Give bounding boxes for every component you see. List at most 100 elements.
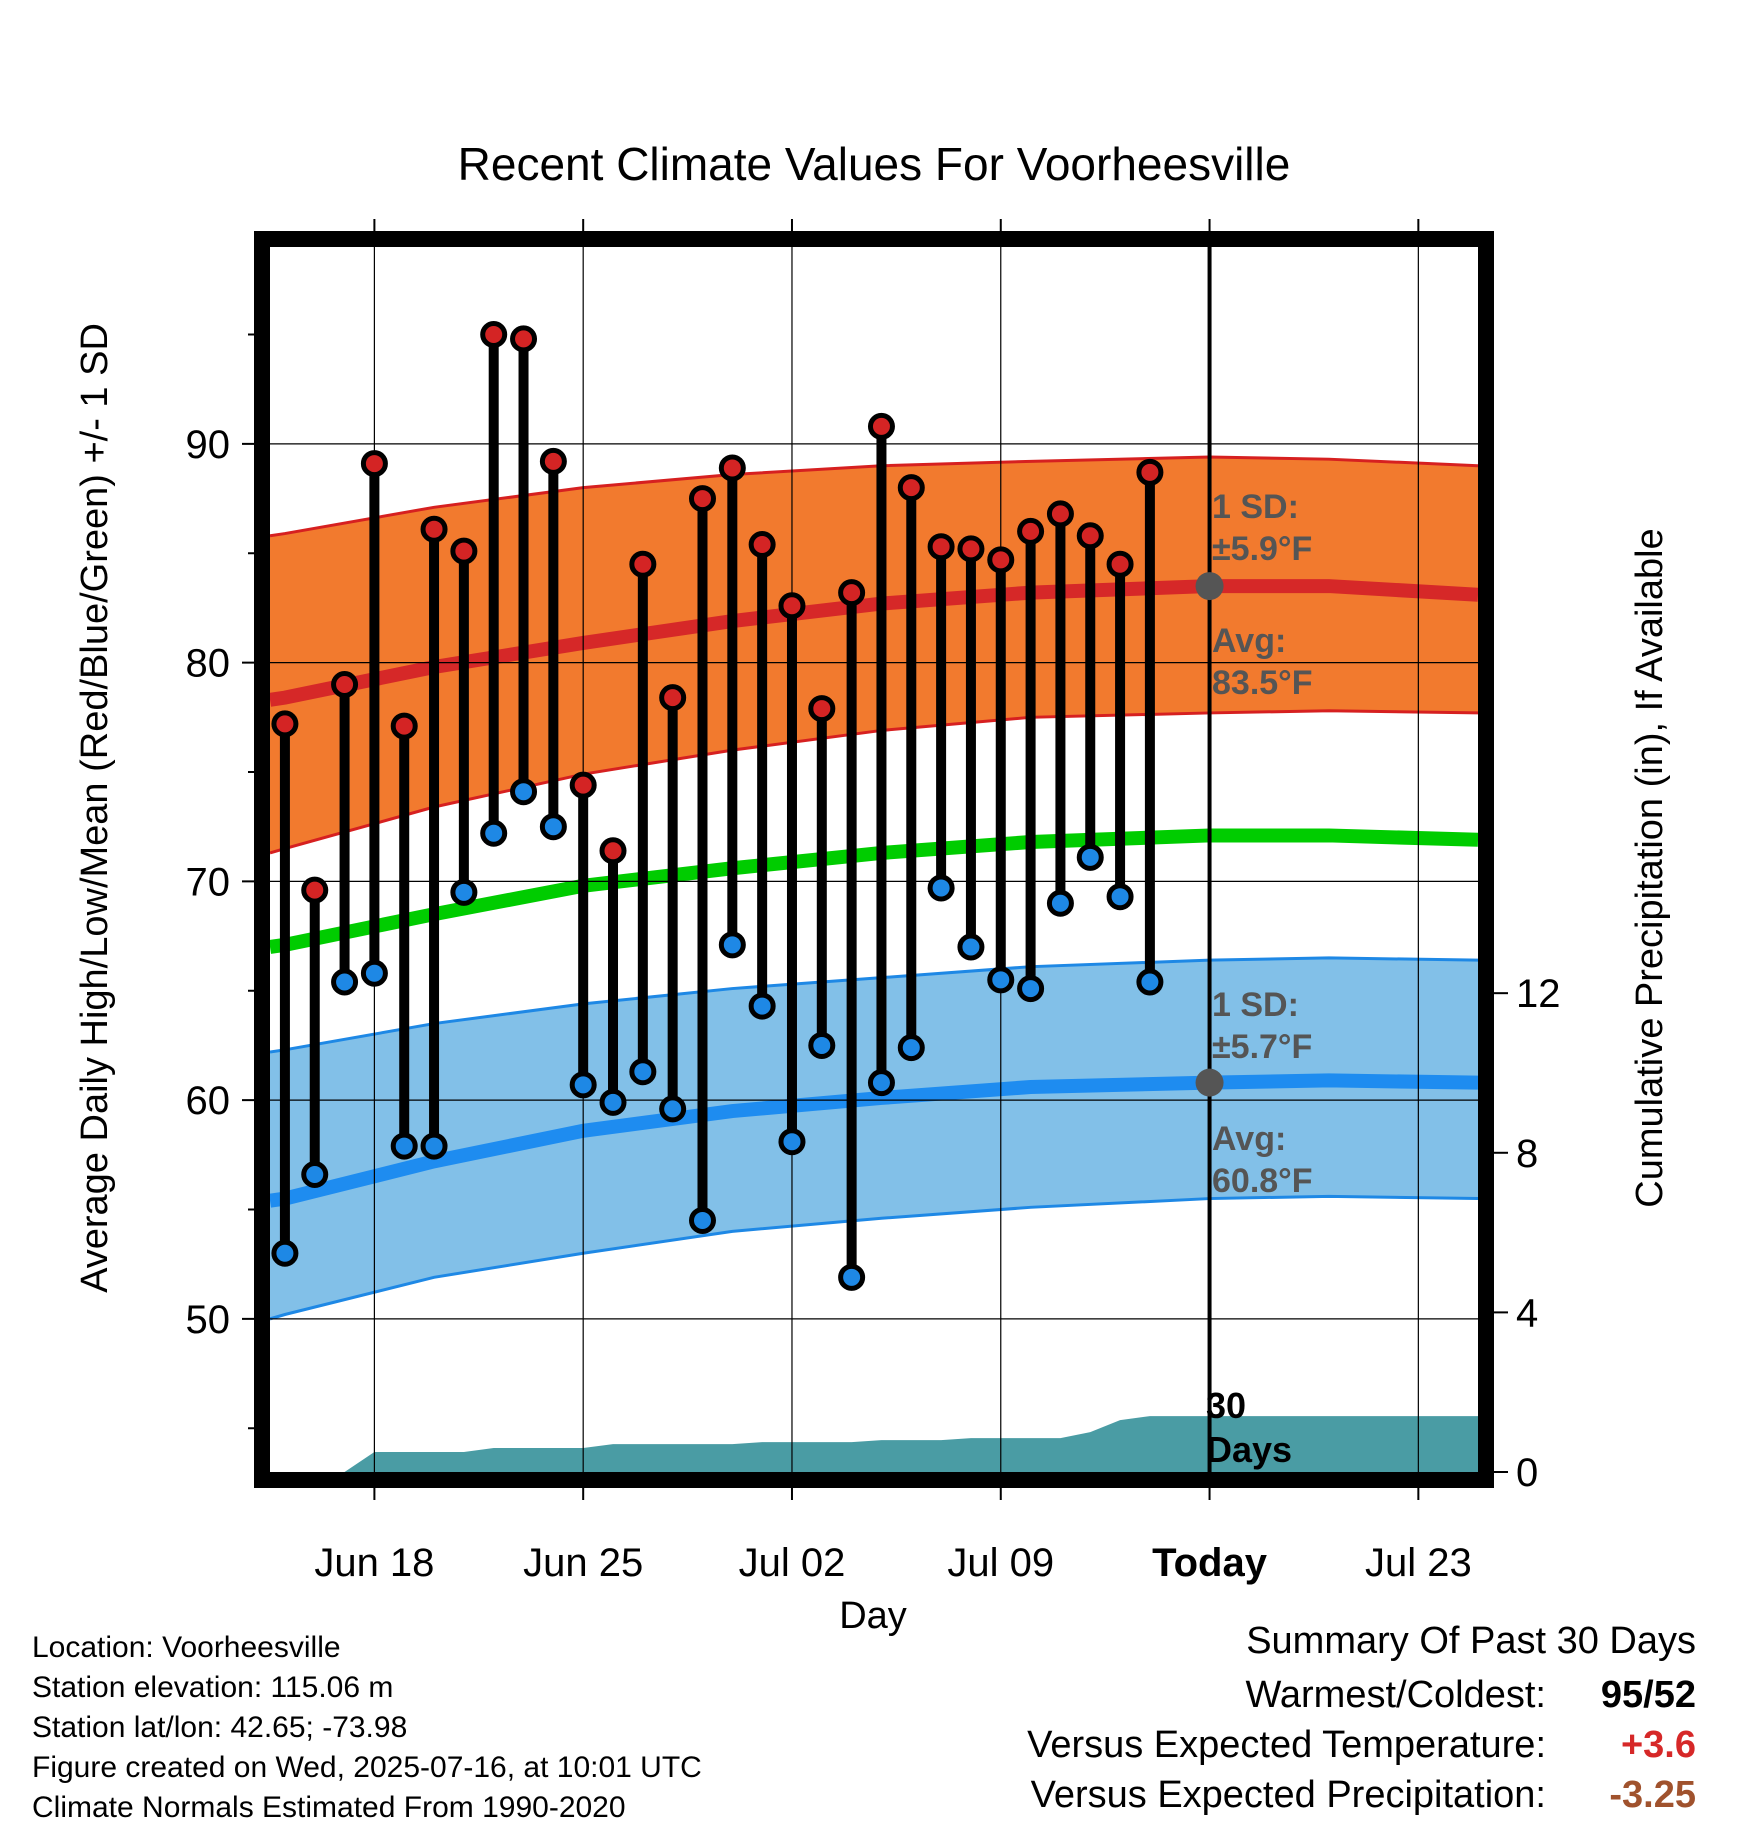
low-sd-band	[270, 957, 1478, 1319]
plot-clipped-group	[270, 247, 1478, 1472]
daily-low-point	[778, 1128, 806, 1156]
daily-high-point	[301, 876, 329, 904]
y-tick-label: 60	[186, 1079, 231, 1123]
daily-high-point	[987, 546, 1015, 574]
daily-high-point	[957, 535, 985, 563]
daily-high-point	[688, 485, 716, 513]
daily-low-point	[897, 1034, 925, 1062]
plot-frame	[254, 231, 1494, 1488]
x-tick-label: Jul 23	[1365, 1541, 1472, 1585]
x-tick-label: Jul 02	[739, 1541, 846, 1585]
low-plus-sd-line	[270, 956, 1478, 1054]
temp-label: Versus Expected Temperature:	[1027, 1724, 1546, 1766]
daily-high-point	[867, 412, 895, 440]
daily-high-point	[897, 474, 925, 502]
avg-high-line	[270, 579, 1478, 707]
daily-high-point	[420, 515, 448, 543]
daily-low-point	[1046, 889, 1074, 917]
daily-high-point	[718, 454, 746, 482]
daily-high-point	[480, 321, 508, 348]
daily-low-point	[301, 1161, 329, 1188]
daily-high-point	[748, 531, 776, 558]
warmest-label: Warmest/Coldest:	[1245, 1674, 1546, 1716]
high-avg-label: Avg:	[1212, 622, 1286, 660]
low-annotation: 1 SD: ±5.7°F Avg: 60.8°F	[1212, 986, 1313, 1200]
daily-high-point	[1046, 500, 1074, 528]
high-minus-sd-line	[270, 709, 1478, 855]
x-axis-label: Day	[839, 1595, 907, 1637]
y-tick-label: 70	[186, 860, 231, 904]
avg-mean-line	[270, 828, 1478, 954]
daily-low-point	[360, 959, 388, 987]
daily-low-point	[450, 878, 478, 906]
daily-high-point	[360, 450, 388, 478]
daily-high-point	[1017, 517, 1045, 545]
warmest-value: 95/52	[1600, 1674, 1696, 1716]
latlon-text: Station lat/lon: 42.65; -73.98	[32, 1711, 408, 1744]
today-avg-high-marker	[1195, 572, 1224, 601]
daily-low-point	[1076, 843, 1104, 871]
normals-text: Climate Normals Estimated From 1990-2020	[32, 1791, 626, 1824]
chart-title: Recent Climate Values For Voorheesville	[458, 138, 1291, 190]
y2-tick-label: 4	[1516, 1291, 1538, 1335]
daily-high-point	[450, 537, 478, 565]
precip-value: -3.25	[1609, 1774, 1696, 1816]
daily-low-point	[867, 1069, 895, 1097]
daily-low-point	[1106, 883, 1134, 911]
daily-low-point	[1136, 968, 1164, 996]
low-minus-sd-line	[270, 1194, 1478, 1321]
high-avg-value: 83.5°F	[1212, 664, 1313, 702]
daily-high-point	[629, 550, 657, 578]
plot-area	[270, 247, 1478, 1472]
x-tick-label: Jun 25	[523, 1541, 643, 1585]
daily-low-point	[629, 1058, 657, 1086]
high-plus-sd-line	[270, 455, 1478, 538]
high-sd-value: ±5.9°F	[1212, 530, 1312, 568]
created-text: Figure created on Wed, 2025-07-16, at 10…	[32, 1751, 702, 1784]
y2-tick-label: 0	[1516, 1451, 1538, 1495]
daily-high-point	[1136, 458, 1164, 486]
high-sd-label: 1 SD:	[1212, 488, 1299, 526]
y-axis-label: Average Daily High/Low/Mean (Red/Blue/Gr…	[74, 323, 116, 1293]
elevation-text: Station elevation: 115.06 m	[32, 1671, 394, 1704]
low-sd-value: ±5.7°F	[1212, 1028, 1312, 1066]
daily-high-point	[539, 447, 567, 475]
daily-low-point	[1017, 975, 1045, 1003]
daily-high-point	[927, 533, 955, 561]
station-info: Location: Voorheesville Station elevatio…	[32, 1628, 702, 1828]
y2-axis-label: Cumulative Precipitation (in), If Availa…	[1629, 528, 1671, 1207]
daily-low-point	[838, 1263, 866, 1291]
window-days-number: 30	[1206, 1385, 1246, 1426]
axes: 50 60 70 80 90 0 4 8 12 Jun 18 Jun 25 Jul 02 Jul 09 T…	[186, 219, 1561, 1585]
summary-warmest-row: Warmest/Coldest: 95/52	[1245, 1674, 1696, 1717]
temp-value: +3.6	[1620, 1724, 1696, 1766]
x-tick-label: Today	[1152, 1541, 1268, 1585]
low-sd-label: 1 SD:	[1212, 986, 1299, 1024]
daily-low-point	[480, 819, 508, 847]
x-tick-label: Jun 18	[314, 1541, 434, 1585]
daily-low-point	[331, 968, 359, 996]
daily-high-point	[808, 695, 836, 723]
daily-low-point	[927, 874, 955, 902]
location-text: Location: Voorheesville	[32, 1631, 341, 1664]
daily-low-point	[420, 1132, 448, 1160]
daily-low-point	[718, 931, 746, 959]
daily-high-point	[390, 712, 418, 740]
daily-low-point	[748, 992, 776, 1020]
y2-tick-label: 12	[1516, 972, 1561, 1016]
daily-high-point	[569, 771, 597, 799]
low-avg-value: 60.8°F	[1212, 1162, 1313, 1200]
daily-high-point	[510, 325, 538, 353]
daily-high-point	[331, 671, 359, 698]
daily-low-point	[510, 778, 538, 806]
high-annotation: 1 SD: ±5.9°F Avg: 83.5°F	[1212, 488, 1313, 702]
y-tick-label: 90	[186, 423, 231, 467]
daily-high-point	[838, 579, 866, 607]
today-avg-low-marker	[1195, 1068, 1224, 1097]
precip-area	[344, 1416, 1478, 1472]
daily-low-point	[987, 966, 1015, 994]
daily-low-point	[569, 1071, 597, 1099]
daily-low-point	[271, 1239, 299, 1267]
daily-low-point	[688, 1206, 716, 1234]
